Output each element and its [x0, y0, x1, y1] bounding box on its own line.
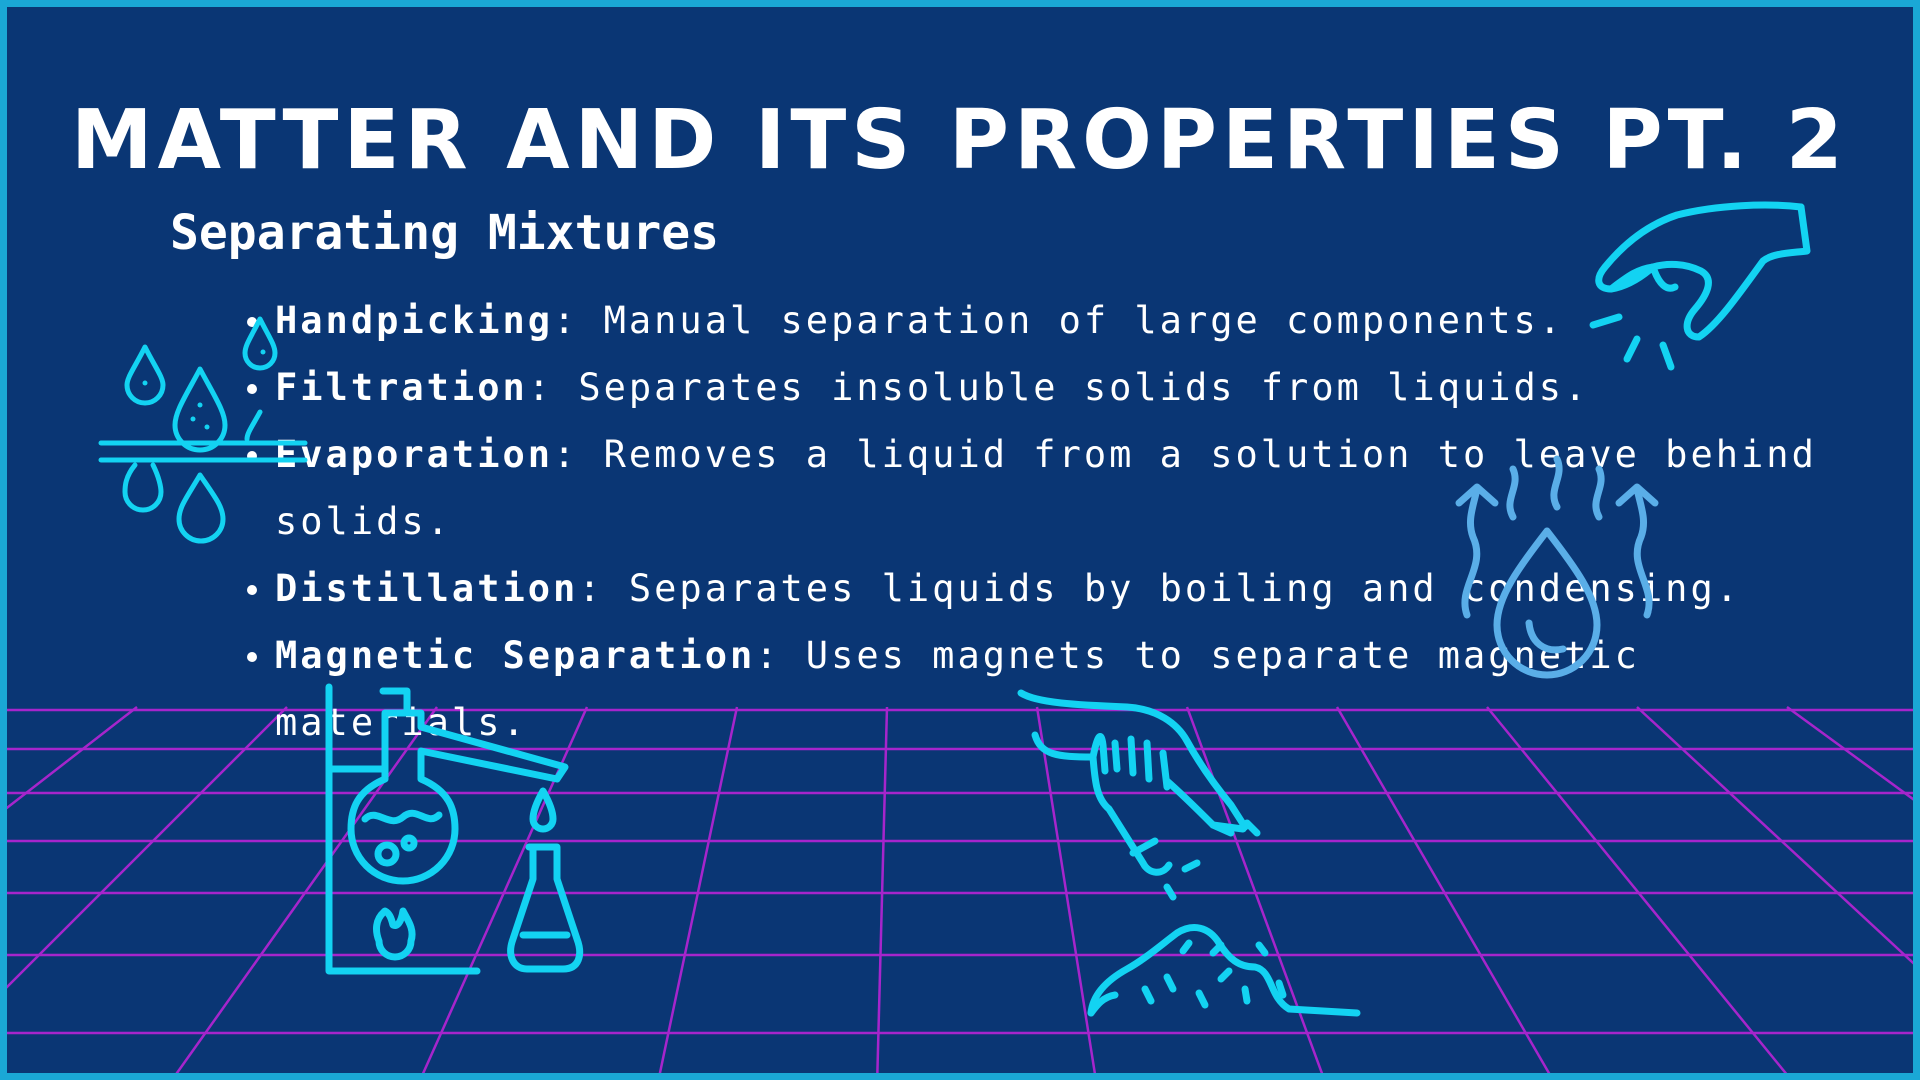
bullet-item: Handpicking: Manual separation of large …	[245, 287, 1835, 354]
bullet-item: Distillation: Separates liquids by boili…	[245, 555, 1835, 622]
bullet-item: Magnetic Separation: Uses magnets to sep…	[245, 622, 1835, 756]
bullet-text: : Removes a liquid from a solution to le…	[275, 433, 1817, 543]
slide-subtitle: Separating Mixtures	[170, 205, 720, 261]
slide-title: MATTER AND ITS PROPERTIES PT. 2	[71, 93, 1848, 188]
pinching-hand-icon	[1567, 197, 1812, 377]
bullet-text: : Separates insoluble solids from liquid…	[527, 366, 1590, 409]
filtration-drops-icon	[95, 307, 315, 557]
bullet-text: : Separates liquids by boiling and conde…	[578, 567, 1742, 610]
hand-sprinkling-soil-icon	[1017, 683, 1367, 1023]
bullet-term: Evaporation	[275, 433, 554, 476]
distillation-apparatus-icon	[317, 679, 617, 989]
bullet-text: : Manual separation of large components.	[553, 299, 1565, 342]
bullet-text: : Uses magnets to separate magnetic mate…	[275, 634, 1640, 744]
bullet-term: Filtration	[275, 366, 528, 409]
bullet-term: Distillation	[275, 567, 579, 610]
bullet-item: Evaporation: Removes a liquid from a sol…	[245, 421, 1835, 555]
bullet-item: Filtration: Separates insoluble solids f…	[245, 354, 1835, 421]
bullet-term: Magnetic Separation	[275, 634, 756, 677]
evaporation-drop-icon	[1447, 447, 1667, 687]
bullet-list: Handpicking: Manual separation of large …	[245, 287, 1835, 756]
bullet-term: Handpicking	[275, 299, 554, 342]
